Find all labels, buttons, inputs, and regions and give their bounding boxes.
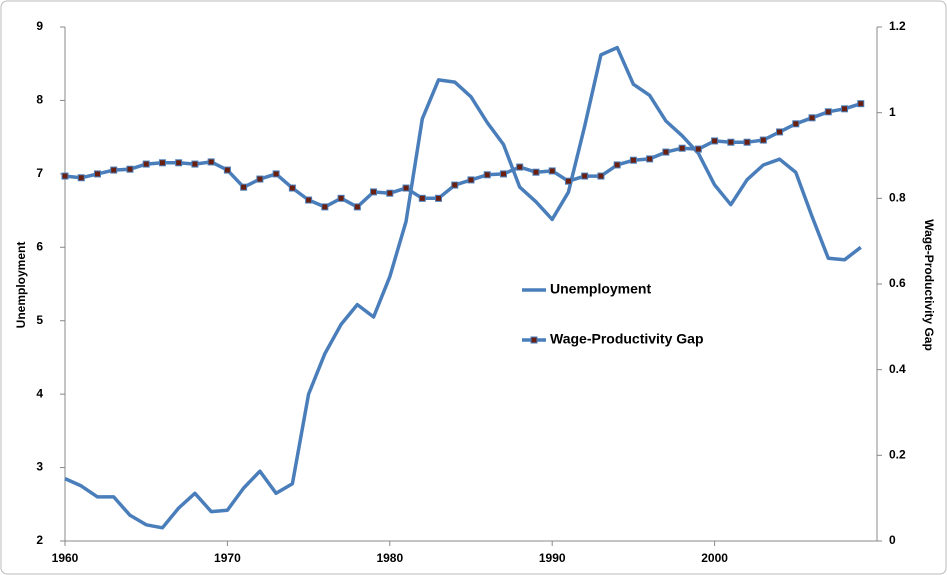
series-marker	[126, 165, 134, 173]
x-tick-label: 1990	[539, 551, 566, 565]
series-marker	[776, 128, 784, 136]
y2-axis-title: Wage-Productivity Gap	[922, 219, 936, 351]
series-marker	[61, 172, 69, 180]
series-marker	[370, 188, 378, 196]
y-tick-label: 3	[36, 460, 43, 474]
y-tick-label: 9	[36, 19, 43, 33]
y2-tick-label: 0.2	[889, 448, 906, 462]
series-marker	[386, 189, 394, 197]
series-marker	[499, 170, 507, 178]
series-marker	[532, 168, 540, 176]
series-marker	[743, 138, 751, 146]
y2-tick-label: 0.6	[889, 276, 906, 290]
series-marker	[711, 137, 719, 145]
legend-label: Unemployment	[550, 281, 651, 297]
y-tick-label: 2	[36, 533, 43, 547]
series-marker	[841, 105, 849, 113]
series-marker	[824, 108, 832, 116]
y-tick-label: 8	[36, 93, 43, 107]
series-marker	[191, 160, 199, 168]
series-marker	[77, 174, 85, 182]
series-marker	[142, 160, 150, 168]
series-marker	[613, 161, 621, 169]
series-marker	[207, 158, 215, 166]
series-marker	[158, 159, 166, 167]
series-marker	[662, 148, 670, 156]
x-tick-label: 2000	[701, 551, 728, 565]
series-marker	[694, 145, 702, 153]
legend-marker	[530, 336, 538, 344]
series-marker	[727, 138, 735, 146]
series-marker	[337, 194, 345, 202]
series-marker	[516, 163, 524, 171]
series-marker	[564, 177, 572, 185]
y-axis-title: Unemployment	[14, 242, 28, 329]
series-marker	[223, 166, 231, 174]
series-marker	[548, 167, 556, 175]
series-marker	[581, 172, 589, 180]
y-tick-label: 6	[36, 239, 43, 253]
y-tick-label: 7	[36, 166, 43, 180]
series-marker	[272, 170, 280, 178]
x-tick-label: 1960	[52, 551, 79, 565]
series-marker	[288, 184, 296, 192]
y2-tick-label: 0.8	[889, 191, 906, 205]
series-marker	[402, 184, 410, 192]
y2-tick-label: 0.4	[889, 362, 906, 376]
y2-tick-label: 1	[889, 105, 896, 119]
legend-label: Wage-Productivity Gap	[550, 331, 704, 347]
series-marker	[418, 194, 426, 202]
series-marker	[256, 175, 264, 183]
series-marker	[792, 120, 800, 128]
y-tick-label: 4	[36, 386, 43, 400]
series-marker	[759, 136, 767, 144]
series-marker	[857, 100, 865, 108]
x-tick-label: 1980	[376, 551, 403, 565]
series-marker	[451, 181, 459, 189]
series-marker	[353, 203, 361, 211]
y2-tick-label: 0	[889, 533, 896, 547]
series-marker	[678, 144, 686, 152]
series-marker	[467, 176, 475, 184]
series-marker	[305, 196, 313, 204]
series-line	[64, 45, 862, 530]
series-marker	[483, 171, 491, 179]
series-marker	[646, 155, 654, 163]
series-marker	[110, 166, 118, 174]
y-tick-label: 5	[36, 313, 43, 327]
series-marker	[93, 170, 101, 178]
series-marker	[321, 203, 329, 211]
series-marker	[435, 194, 443, 202]
series-marker	[629, 156, 637, 164]
series-marker	[240, 183, 248, 191]
series-marker	[808, 114, 816, 122]
series-marker	[175, 159, 183, 167]
y2-tick-label: 1.2	[889, 19, 906, 33]
x-tick-label: 1970	[214, 551, 241, 565]
series-marker	[597, 172, 605, 180]
